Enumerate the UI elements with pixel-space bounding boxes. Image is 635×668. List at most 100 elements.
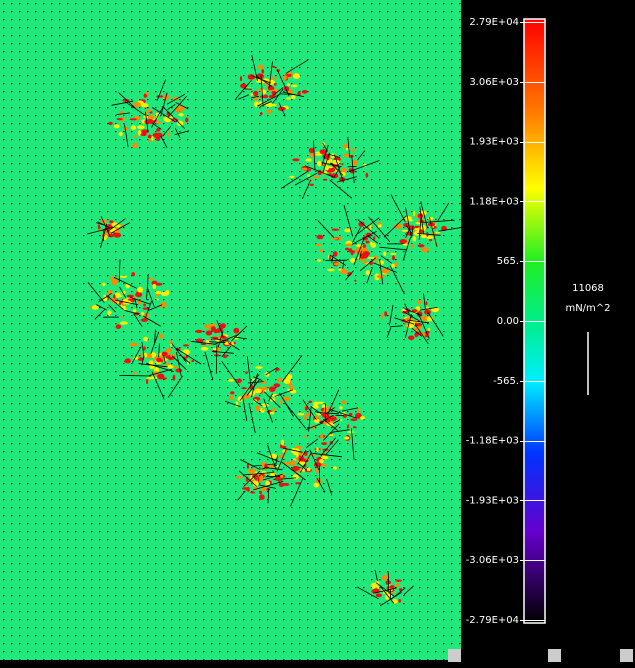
stress-spot	[137, 125, 145, 129]
stress-spot	[259, 494, 265, 500]
stress-spot	[352, 148, 354, 153]
stress-spot	[133, 372, 137, 375]
stress-spot	[155, 121, 163, 124]
stress-spot	[321, 442, 327, 445]
stress-spot	[350, 418, 357, 421]
stress-spot	[291, 95, 296, 99]
stress-spot	[269, 386, 276, 392]
colorbar-label: -1.18E+03	[466, 436, 519, 447]
stress-spot	[363, 251, 370, 256]
stress-spot	[148, 119, 152, 121]
stress-spot	[119, 276, 127, 278]
stress-spot	[357, 408, 360, 413]
stress-spot	[120, 321, 128, 324]
stress-spot	[260, 112, 263, 115]
stress-spot	[303, 416, 308, 419]
stress-spot	[381, 576, 386, 580]
stress-spot	[167, 365, 174, 369]
stress-spot	[376, 594, 382, 598]
stress-spot	[230, 391, 234, 394]
stress-spot	[307, 468, 311, 472]
stress-spot	[250, 491, 255, 493]
stress-spot	[317, 161, 322, 167]
stress-spot	[422, 247, 429, 252]
stress-spot	[260, 408, 265, 413]
stress-spot	[148, 135, 152, 139]
colorbar-label: 3.06E+03	[469, 77, 519, 88]
stress-spot	[264, 463, 268, 469]
stress-spot	[412, 236, 416, 241]
stress-spot	[255, 366, 263, 369]
stress-spot	[367, 257, 375, 259]
stress-spot	[133, 309, 136, 313]
stress-spot	[271, 77, 277, 79]
stress-spot	[284, 396, 291, 401]
stress-spot	[132, 143, 138, 148]
stress-spot	[360, 416, 365, 420]
stress-spot	[396, 580, 402, 582]
stress-spot	[156, 358, 162, 363]
stress-spot	[287, 83, 290, 86]
stress-spot	[161, 292, 168, 296]
stress-spot	[204, 324, 211, 329]
stress-spot	[313, 176, 320, 178]
stress-spot	[159, 334, 163, 339]
stress-spot	[148, 115, 155, 120]
stress-spot	[235, 401, 238, 407]
units: mN/m^2	[565, 303, 610, 314]
stress-spot	[384, 311, 387, 316]
stress-spot	[116, 324, 122, 329]
stress-spot	[240, 84, 247, 89]
stress-spot	[289, 176, 295, 178]
colorbar-label: 2.79E+04	[469, 17, 519, 28]
stress-spot	[258, 477, 260, 483]
stress-spot	[293, 474, 299, 479]
stress-spot	[413, 211, 415, 216]
stress-spot	[119, 111, 124, 114]
stress-spot	[172, 97, 179, 101]
stress-spot	[270, 412, 275, 415]
stress-spot	[131, 272, 135, 276]
stress-spot	[121, 316, 123, 318]
stress-spot	[140, 133, 146, 136]
stress-spot	[163, 377, 167, 379]
stress-spot	[399, 239, 407, 243]
scale-value: 11068	[572, 283, 604, 294]
stress-spot	[107, 311, 111, 313]
stress-spot	[418, 213, 423, 218]
stress-spot	[425, 301, 427, 305]
stress-spot	[319, 459, 324, 463]
stress-spot	[302, 168, 308, 171]
stress-spot	[305, 158, 311, 161]
stress-spot	[381, 313, 383, 319]
stress-spot	[141, 103, 148, 107]
stress-spot	[272, 407, 275, 412]
stress-spot	[174, 366, 177, 369]
stress-spot	[392, 255, 395, 260]
stress-spot	[146, 109, 151, 112]
stress-spot	[228, 379, 234, 382]
stress-spot	[341, 163, 343, 165]
stress-spot	[108, 122, 112, 125]
handle	[548, 649, 561, 662]
stress-spot	[289, 461, 295, 466]
stress-spot	[247, 464, 249, 469]
stress-spot	[141, 312, 144, 316]
stress-spot	[280, 473, 283, 478]
stress-spot	[314, 483, 320, 488]
stress-spot	[366, 270, 370, 275]
stress-spot	[362, 261, 367, 263]
stress-spot	[141, 318, 148, 322]
stress-spot	[262, 408, 264, 410]
stress-spot	[243, 393, 250, 399]
stress-spot	[255, 389, 262, 394]
stress-spot	[266, 110, 272, 114]
stress-spot	[286, 447, 288, 453]
stress-spot	[308, 401, 312, 403]
stress-spot	[233, 328, 239, 334]
stress-spot	[280, 399, 282, 405]
vector-arrow	[335, 415, 344, 416]
stress-spot	[405, 317, 413, 322]
stress-spot	[343, 415, 347, 418]
stress-spot	[351, 160, 358, 165]
